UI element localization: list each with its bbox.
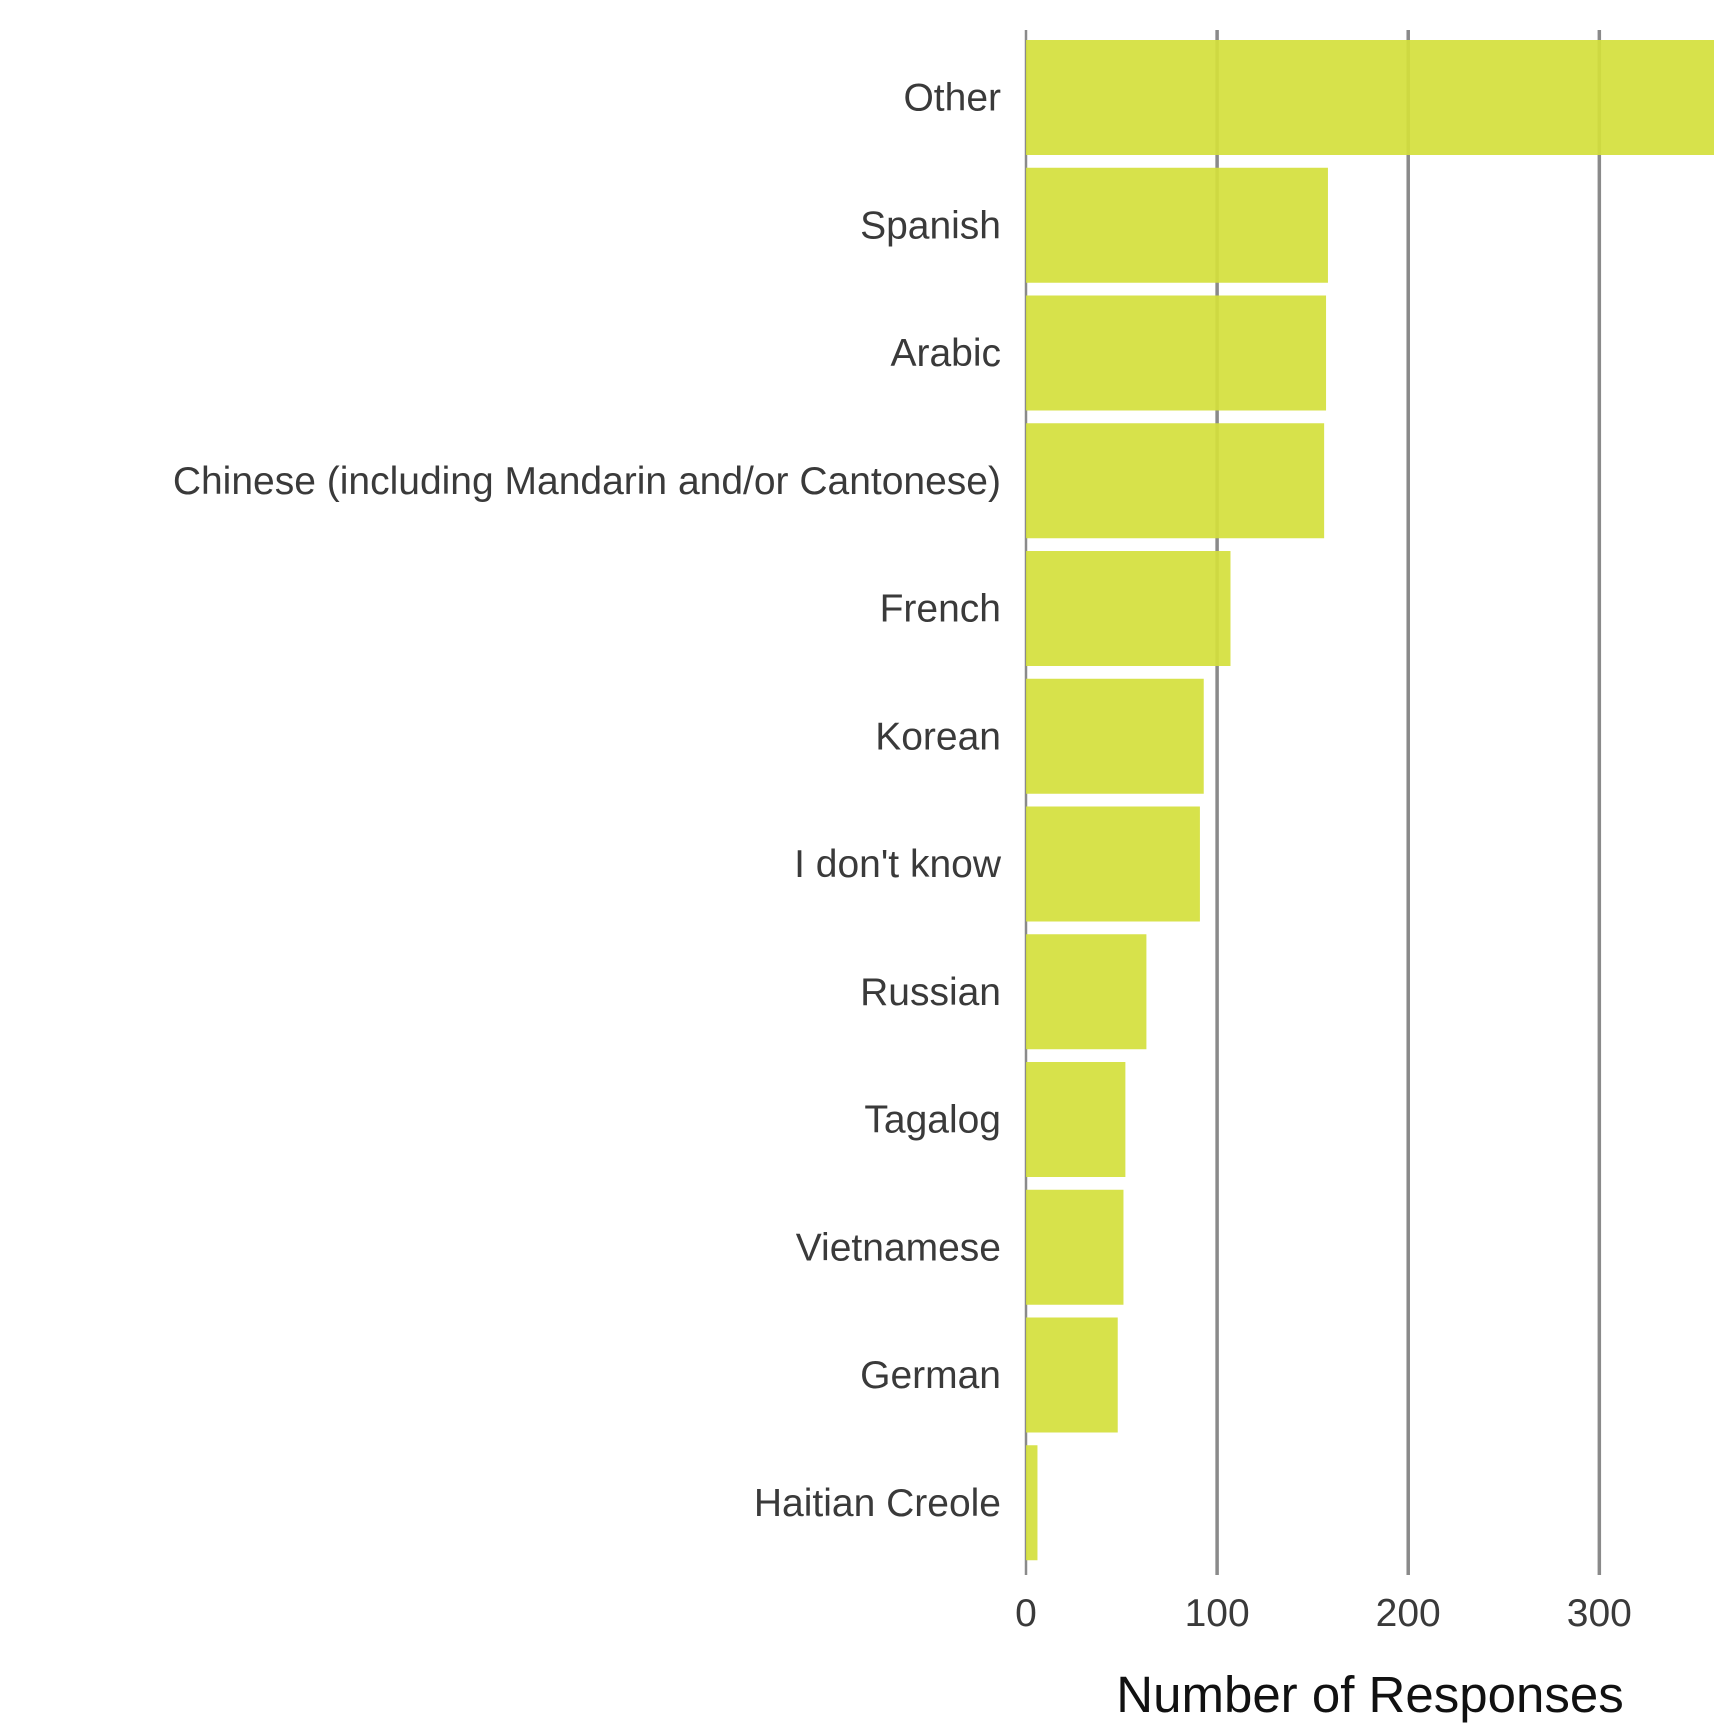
category-label-2: Arabic: [890, 332, 1001, 375]
category-label-7: Russian: [860, 971, 1001, 1014]
x-tick-label-0: 0: [1015, 1592, 1037, 1635]
bar-10: [1026, 1317, 1118, 1433]
category-label-4: French: [880, 588, 1001, 631]
x-tick-label-200: 200: [1376, 1592, 1441, 1635]
bar-6: [1026, 806, 1200, 922]
bar-8: [1026, 1062, 1126, 1177]
category-label-6: I don't know: [794, 843, 1002, 886]
bar-7: [1026, 934, 1147, 1050]
bar-1: [1026, 167, 1328, 283]
category-label-1: Spanish: [860, 204, 1001, 247]
bar-9: [1026, 1189, 1124, 1305]
x-tick-label-100: 100: [1185, 1592, 1250, 1635]
bar-0: [1026, 40, 1714, 155]
x-tick-labels: 0 100 200 300: [1015, 1592, 1632, 1635]
category-labels: Other Spanish Arabic Chinese (including Man…: [173, 77, 1002, 1525]
bar-2: [1026, 295, 1327, 411]
category-label-8: Tagalog: [864, 1099, 1001, 1142]
category-label-10: German: [860, 1354, 1001, 1397]
category-label-0: Other: [903, 77, 1001, 120]
bar-4: [1026, 551, 1231, 666]
bar-11: [1026, 1445, 1038, 1561]
category-label-9: Vietnamese: [796, 1226, 1001, 1269]
bar-5: [1026, 678, 1204, 794]
category-label-5: Korean: [875, 715, 1001, 758]
x-tick-label-300: 300: [1567, 1592, 1632, 1635]
category-label-11: Haitian Creole: [754, 1482, 1001, 1525]
bar-3: [1026, 423, 1325, 539]
category-label-3: Chinese (including Mandarin and/or Canto…: [173, 460, 1001, 503]
x-axis-title: Number of Responses: [1116, 1666, 1623, 1723]
bars: [1026, 40, 1714, 1561]
